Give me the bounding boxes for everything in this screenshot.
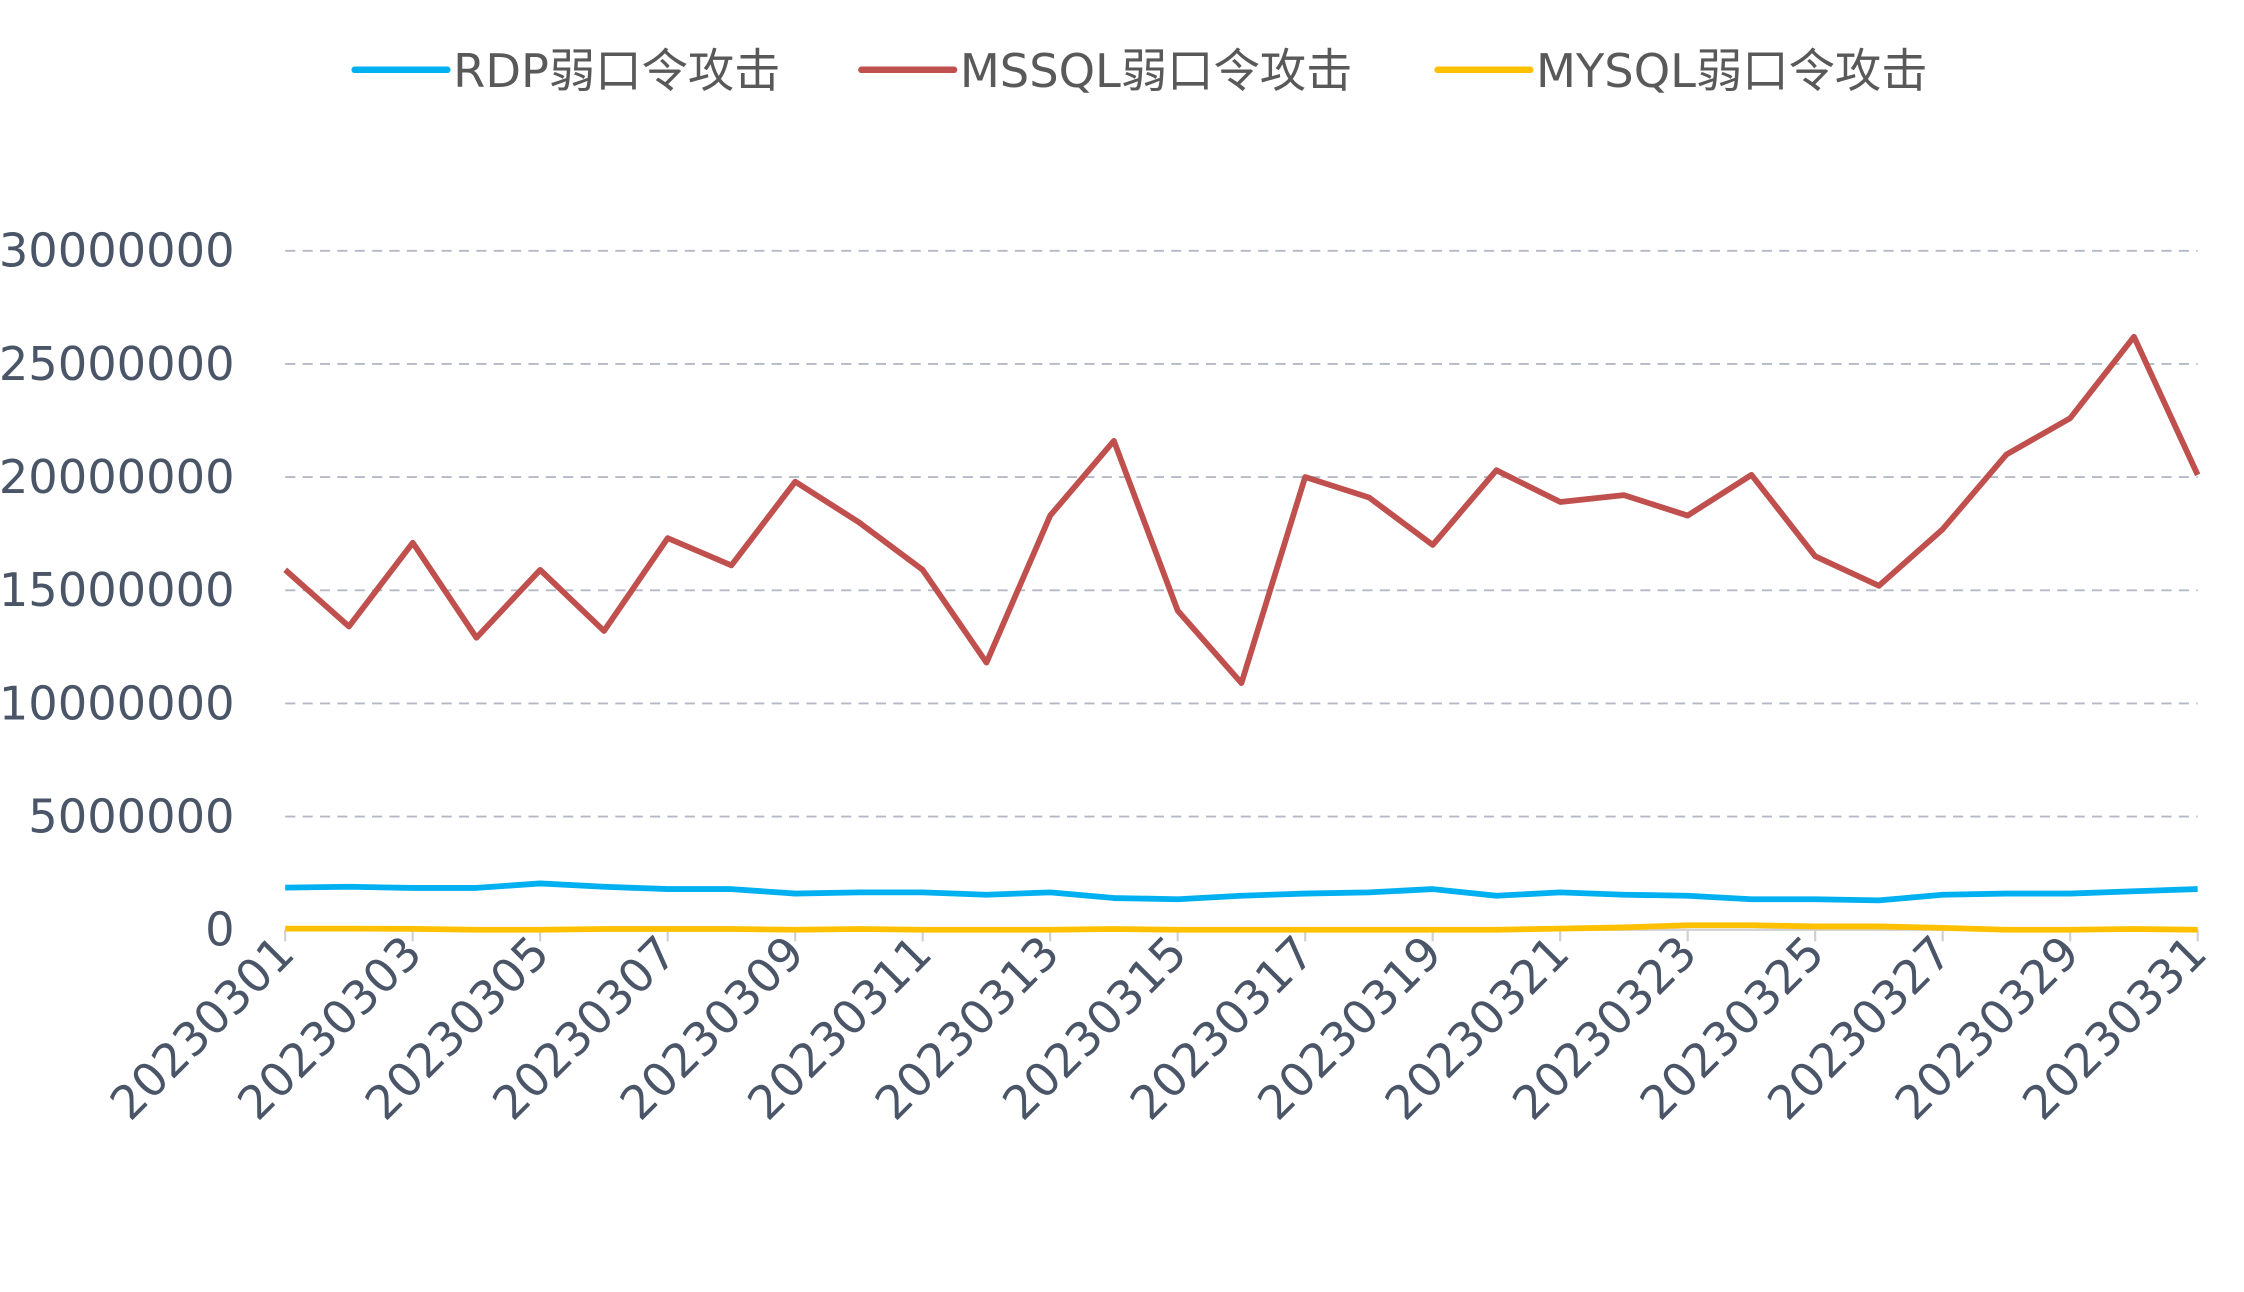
y-tick-label: 20000000	[0, 450, 235, 504]
series-line-2	[285, 922, 2198, 933]
y-tick-label: 10000000	[0, 676, 235, 730]
gridlines	[285, 249, 2198, 818]
series-line-1	[283, 333, 2201, 686]
legend: RDP弱口令攻击 MSSQL弱口令攻击 MYSQL弱口令攻击	[351, 44, 1928, 98]
y-tick-label: 0	[205, 903, 234, 957]
x-axis: 2023030120230303202303052023030720230309…	[100, 925, 2217, 1130]
y-tick-label: 25000000	[0, 337, 235, 391]
y-tick-label: 15000000	[0, 563, 235, 617]
y-tick-label: 5000000	[28, 790, 234, 844]
legend-label: MYSQL弱口令攻击	[1536, 44, 1927, 98]
legend-label: MSSQL弱口令攻击	[960, 44, 1353, 98]
y-tick-label: 30000000	[0, 224, 235, 278]
legend-label: RDP弱口令攻击	[453, 44, 780, 98]
series-lines	[283, 333, 2201, 933]
y-axis: 0 5000000 10000000 15000000 20000000 25000000…	[0, 224, 235, 957]
series-line-0	[285, 880, 2198, 904]
